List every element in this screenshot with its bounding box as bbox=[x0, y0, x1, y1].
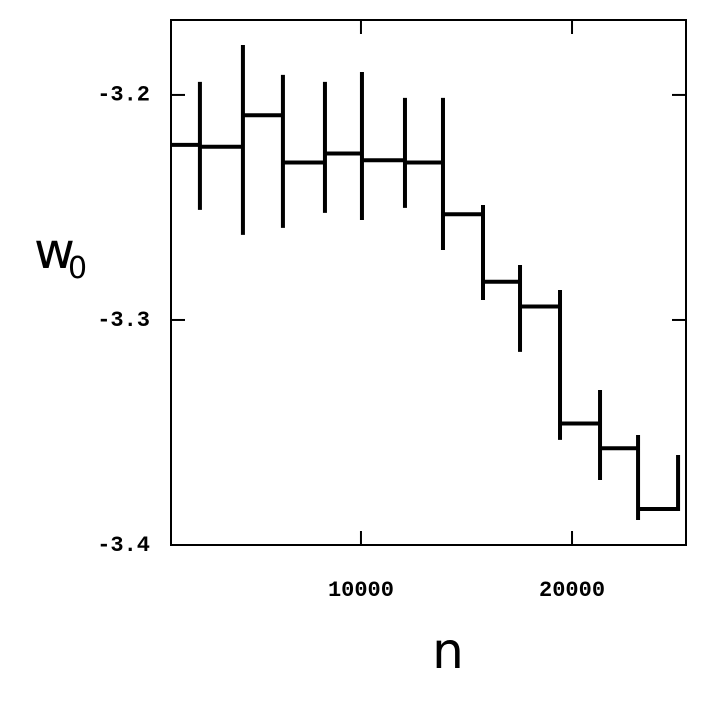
y-axis-label: w bbox=[34, 222, 75, 280]
y-axis-label-subscript: 0 bbox=[68, 251, 87, 286]
y-tick-label: -3.3 bbox=[97, 308, 150, 333]
y-tick-label: -3.4 bbox=[97, 533, 150, 558]
data-line bbox=[171, 44, 681, 521]
x-axis-label: n bbox=[432, 622, 464, 680]
x-tick-label: 10000 bbox=[328, 578, 394, 603]
y-tick-label: -3.2 bbox=[97, 83, 150, 108]
x-tick-label: 20000 bbox=[539, 578, 605, 603]
plot-frame bbox=[170, 19, 687, 546]
